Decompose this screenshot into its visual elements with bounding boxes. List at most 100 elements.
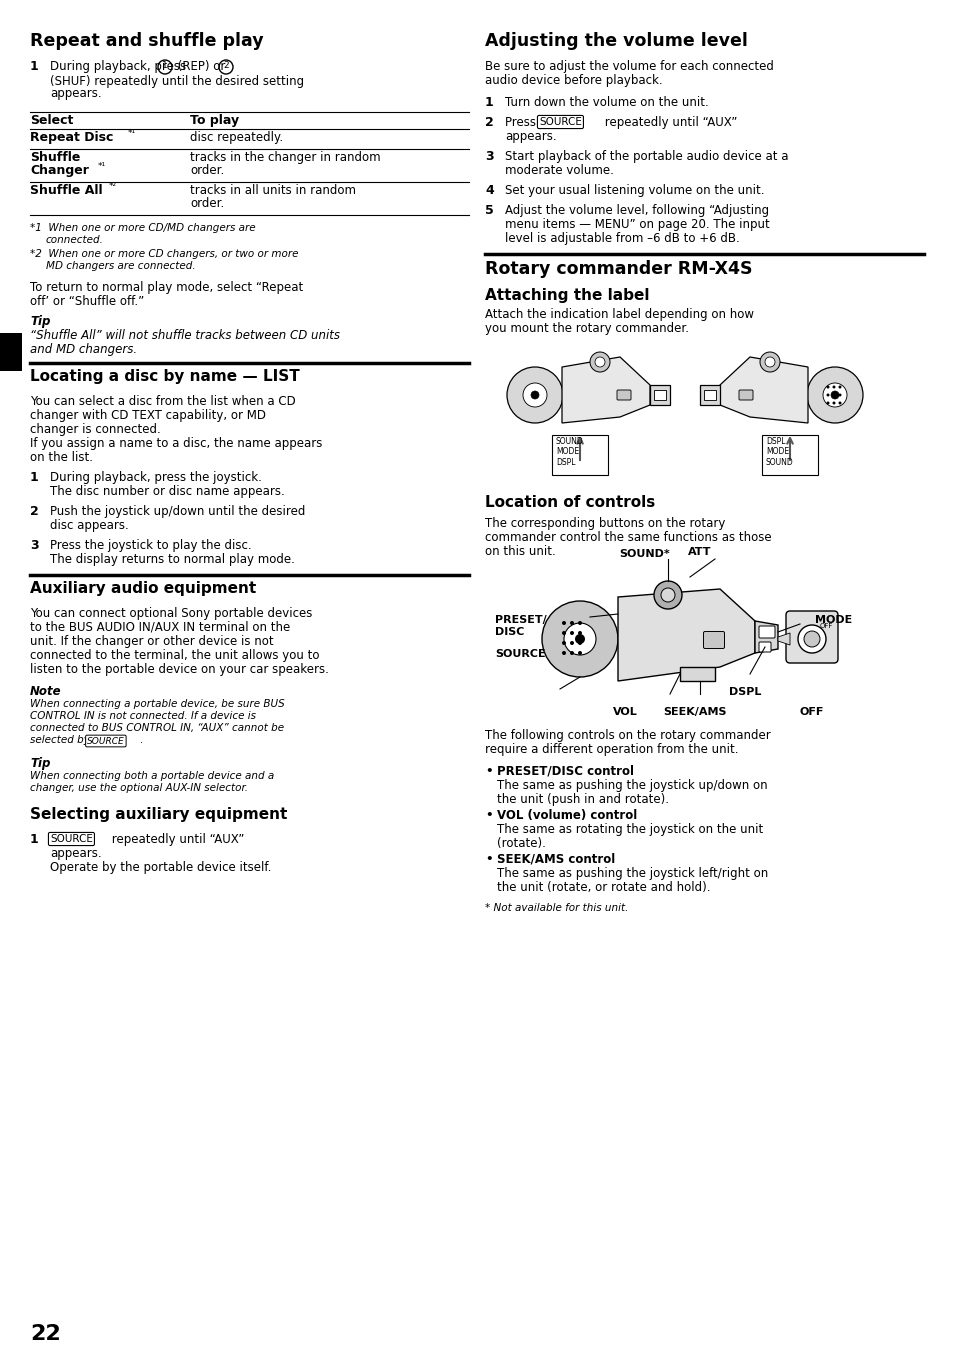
Circle shape <box>569 631 574 635</box>
Text: Repeat Disc: Repeat Disc <box>30 131 113 145</box>
Text: and MD changers.: and MD changers. <box>30 343 137 356</box>
Text: connected to BUS CONTROL IN, “AUX” cannot be: connected to BUS CONTROL IN, “AUX” canno… <box>30 723 284 733</box>
Circle shape <box>803 631 820 648</box>
Text: Press the joystick to play the disc.: Press the joystick to play the disc. <box>50 539 252 552</box>
Text: order.: order. <box>190 197 224 210</box>
Text: Be sure to adjust the volume for each connected: Be sure to adjust the volume for each co… <box>484 59 773 73</box>
Text: SOURCE: SOURCE <box>495 649 545 658</box>
Text: PRESET/DISC control: PRESET/DISC control <box>497 765 634 777</box>
Text: SEEK/AMS control: SEEK/AMS control <box>497 853 615 867</box>
Circle shape <box>561 631 565 635</box>
Text: Select: Select <box>30 114 73 127</box>
Text: 3: 3 <box>30 539 38 552</box>
Text: the unit (rotate, or rotate and hold).: the unit (rotate, or rotate and hold). <box>497 882 710 894</box>
Text: The same as rotating the joystick on the unit: The same as rotating the joystick on the… <box>497 823 762 836</box>
Text: When connecting both a portable device and a: When connecting both a portable device a… <box>30 771 274 781</box>
Text: require a different operation from the unit.: require a different operation from the u… <box>484 744 738 756</box>
Circle shape <box>764 357 774 366</box>
Circle shape <box>806 366 862 423</box>
Circle shape <box>569 652 574 654</box>
Text: disc appears.: disc appears. <box>50 519 129 531</box>
Text: DSPL: DSPL <box>728 687 760 698</box>
Text: moderate volume.: moderate volume. <box>504 164 613 177</box>
Text: (SHUF) repeatedly until the desired setting: (SHUF) repeatedly until the desired sett… <box>50 74 304 88</box>
Text: 22: 22 <box>30 1324 61 1344</box>
Text: The display returns to normal play mode.: The display returns to normal play mode. <box>50 553 294 566</box>
Text: appears.: appears. <box>504 130 556 143</box>
Text: 1: 1 <box>30 470 39 484</box>
Text: You can select a disc from the list when a CD: You can select a disc from the list when… <box>30 395 295 408</box>
Text: 2: 2 <box>484 116 494 128</box>
Text: appears.: appears. <box>50 846 102 860</box>
Circle shape <box>760 352 780 372</box>
Text: SOURCE: SOURCE <box>538 118 581 127</box>
Circle shape <box>825 402 828 404</box>
Text: changer is connected.: changer is connected. <box>30 423 161 435</box>
Text: Changer: Changer <box>30 164 89 177</box>
Text: SOUND*: SOUND* <box>619 549 670 558</box>
Text: •: • <box>484 853 492 867</box>
Text: OFF: OFF <box>799 707 823 717</box>
Polygon shape <box>778 633 789 645</box>
Text: SOURCE: SOURCE <box>87 737 125 745</box>
Text: Shuffle: Shuffle <box>30 151 80 164</box>
Text: (REP) or: (REP) or <box>173 59 229 73</box>
Text: Rotary commander RM-X4S: Rotary commander RM-X4S <box>484 260 752 279</box>
Text: listen to the portable device on your car speakers.: listen to the portable device on your ca… <box>30 662 329 676</box>
Bar <box>0 333 22 370</box>
Text: CONTROL IN is not connected. If a device is: CONTROL IN is not connected. If a device… <box>30 711 255 721</box>
Text: “Shuffle All” will not shuffle tracks between CD units: “Shuffle All” will not shuffle tracks be… <box>30 329 339 342</box>
Text: .: . <box>137 735 143 745</box>
Text: Operate by the portable device itself.: Operate by the portable device itself. <box>50 861 271 873</box>
Text: 2: 2 <box>30 506 39 518</box>
Text: commander control the same functions as those: commander control the same functions as … <box>484 531 771 544</box>
Text: The following controls on the rotary commander: The following controls on the rotary com… <box>484 729 770 742</box>
Text: •: • <box>484 808 492 822</box>
Text: Location of controls: Location of controls <box>484 495 655 510</box>
Text: disc repeatedly.: disc repeatedly. <box>190 131 283 145</box>
Text: changer with CD TEXT capability, or MD: changer with CD TEXT capability, or MD <box>30 410 266 422</box>
Text: Locating a disc by name — LIST: Locating a disc by name — LIST <box>30 369 299 384</box>
Circle shape <box>531 391 538 399</box>
FancyBboxPatch shape <box>761 435 817 475</box>
Text: ATT: ATT <box>687 548 711 557</box>
Text: When connecting a portable device, be sure BUS: When connecting a portable device, be su… <box>30 699 284 708</box>
Text: to the BUS AUDIO IN/AUX IN terminal on the: to the BUS AUDIO IN/AUX IN terminal on t… <box>30 621 290 634</box>
Text: To return to normal play mode, select “Repeat: To return to normal play mode, select “R… <box>30 281 303 293</box>
Text: To play: To play <box>190 114 239 127</box>
Text: MODE: MODE <box>814 615 851 625</box>
Text: The disc number or disc name appears.: The disc number or disc name appears. <box>50 485 284 498</box>
Circle shape <box>561 621 565 625</box>
FancyBboxPatch shape <box>552 435 607 475</box>
Text: * Not available for this unit.: * Not available for this unit. <box>484 903 628 913</box>
Text: Note: Note <box>30 685 62 698</box>
Text: order.: order. <box>190 164 224 177</box>
Circle shape <box>832 385 835 388</box>
Text: repeatedly until “AUX”: repeatedly until “AUX” <box>108 833 244 846</box>
Text: connected to the terminal, the unit allows you to: connected to the terminal, the unit allo… <box>30 649 319 662</box>
Circle shape <box>797 625 825 653</box>
Circle shape <box>654 581 681 608</box>
Circle shape <box>595 357 604 366</box>
Text: You can connect optional Sony portable devices: You can connect optional Sony portable d… <box>30 607 312 621</box>
Circle shape <box>825 393 828 396</box>
Text: the unit (push in and rotate).: the unit (push in and rotate). <box>497 794 668 806</box>
Text: The corresponding buttons on the rotary: The corresponding buttons on the rotary <box>484 516 724 530</box>
Circle shape <box>522 383 546 407</box>
Text: SOURCE: SOURCE <box>50 834 92 844</box>
FancyBboxPatch shape <box>759 642 770 652</box>
Polygon shape <box>720 357 807 423</box>
Circle shape <box>569 641 574 645</box>
Text: on the list.: on the list. <box>30 452 92 464</box>
Text: SOUND
MODE
DSPL: SOUND MODE DSPL <box>556 437 583 466</box>
Circle shape <box>838 385 841 388</box>
Text: PRESET/
DISC: PRESET/ DISC <box>495 615 546 637</box>
Text: 1: 1 <box>484 96 494 110</box>
Circle shape <box>578 621 581 625</box>
Text: 5: 5 <box>484 204 494 218</box>
FancyBboxPatch shape <box>785 611 837 662</box>
Polygon shape <box>561 357 649 423</box>
Circle shape <box>541 602 618 677</box>
Text: menu items — MENU” on page 20. The input: menu items — MENU” on page 20. The input <box>504 218 769 231</box>
Text: on this unit.: on this unit. <box>484 545 556 558</box>
